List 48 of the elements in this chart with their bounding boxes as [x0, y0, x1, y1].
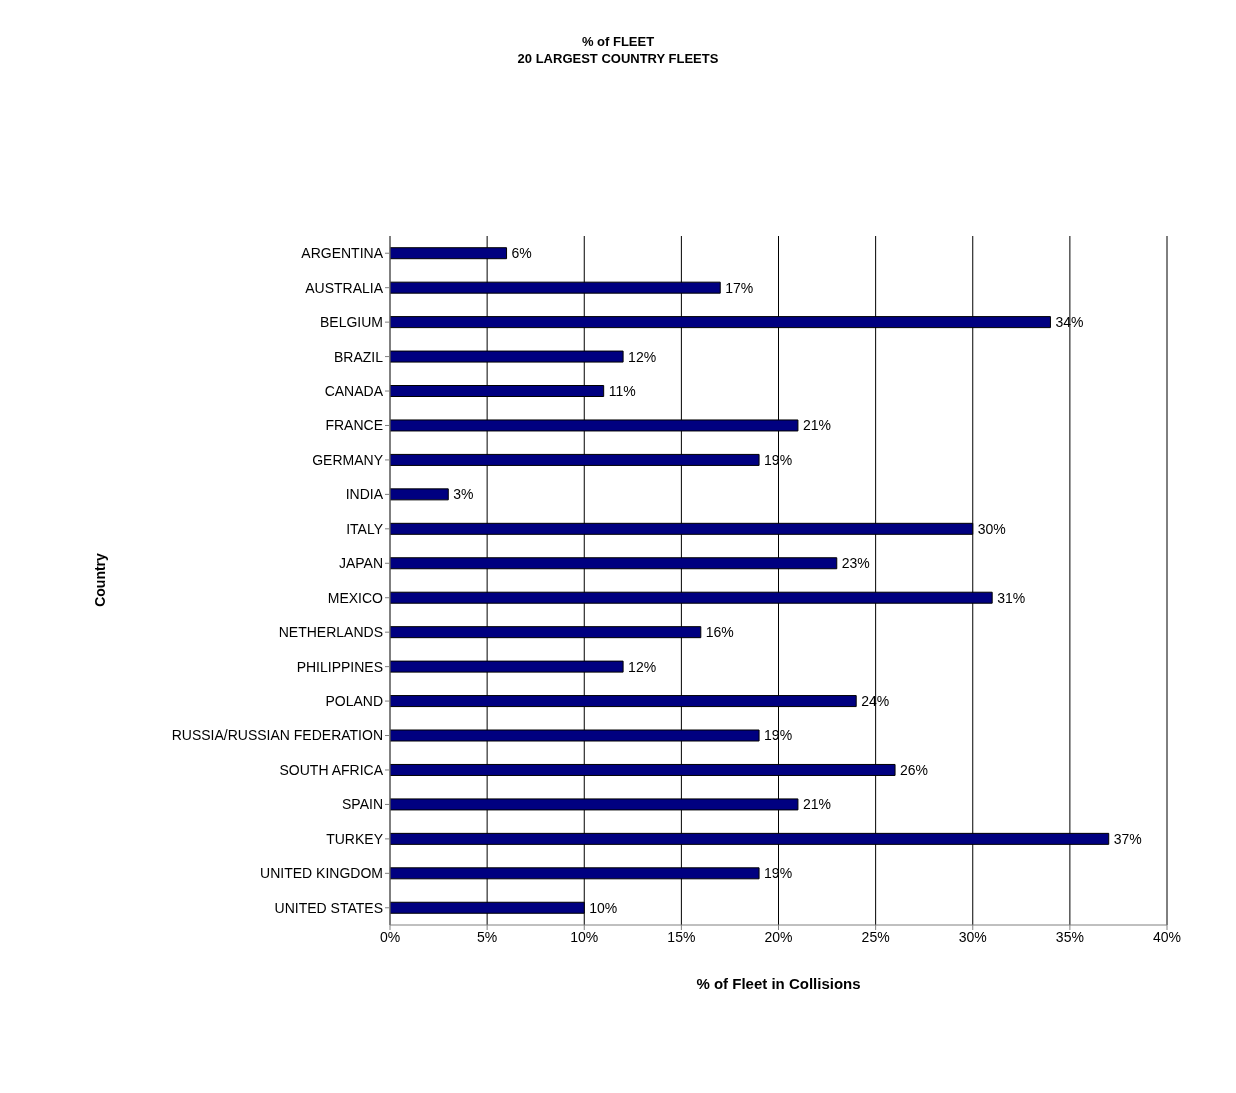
y-tick-label: FRANCE: [325, 417, 383, 434]
y-tick-label: JAPAN: [338, 555, 383, 572]
y-tick-label: UNITED STATES: [274, 899, 383, 916]
y-tick-label: PHILIPPINES: [296, 658, 383, 675]
x-tick-label: 20%: [764, 928, 793, 945]
data-label: 17%: [725, 279, 754, 296]
y-tick-label: AUSTRALIA: [305, 279, 384, 296]
x-tick-label: 40%: [1152, 928, 1182, 945]
x-tick-label: 10%: [570, 928, 599, 945]
y-tick-label: UNITED KINGDOM: [260, 865, 383, 882]
data-label: 11%: [608, 382, 636, 399]
data-label: 12%: [628, 348, 657, 365]
x-tick-label: 5%: [477, 928, 498, 945]
chart-title: % of FLEET 20 LARGEST COUNTRY FLEETS: [516, 33, 720, 67]
y-tick-label: ARGENTINA: [301, 245, 384, 262]
y-tick-label: BRAZIL: [333, 348, 384, 365]
data-label: 16%: [705, 624, 734, 641]
data-label: 37%: [1113, 830, 1142, 847]
y-tick-label: RUSSIA/RUSSIAN FEDERATION: [171, 727, 383, 744]
data-label: 6%: [511, 245, 532, 262]
y-tick-label: CANADA: [324, 382, 384, 399]
data-label: 21%: [802, 796, 831, 813]
x-axis-title: % of Fleet in Collisions: [695, 975, 862, 992]
x-tick-label: 0%: [379, 928, 401, 945]
data-label: 26%: [900, 761, 929, 778]
y-tick-label: ITALY: [346, 520, 384, 537]
data-label: 10%: [589, 899, 618, 916]
y-tick-label: TURKEY: [326, 830, 384, 847]
y-tick-label: BELGIUM: [319, 314, 383, 331]
y-tick-label: SOUTH AFRICA: [279, 761, 384, 778]
y-tick-label: MEXICO: [327, 589, 384, 606]
data-label: 3%: [453, 486, 474, 503]
data-label: 30%: [977, 520, 1006, 537]
y-tick-label: NETHERLANDS: [278, 624, 383, 641]
y-axis-title: Country: [92, 553, 108, 607]
data-label: 31%: [997, 589, 1026, 606]
bar: [390, 488, 449, 501]
x-tick-label: 30%: [958, 928, 987, 945]
x-tick-label: 15%: [667, 928, 696, 945]
data-label: 21%: [802, 417, 831, 434]
data-label: 23%: [841, 555, 870, 572]
y-tick-label: INDIA: [345, 486, 384, 503]
y-tick-label: POLAND: [325, 693, 383, 710]
data-label: 12%: [628, 658, 657, 675]
y-tick-label: SPAIN: [342, 796, 383, 813]
x-tick-label: 35%: [1055, 928, 1084, 945]
y-tick-label: GERMANY: [312, 451, 384, 468]
x-tick-label: 25%: [861, 928, 890, 945]
